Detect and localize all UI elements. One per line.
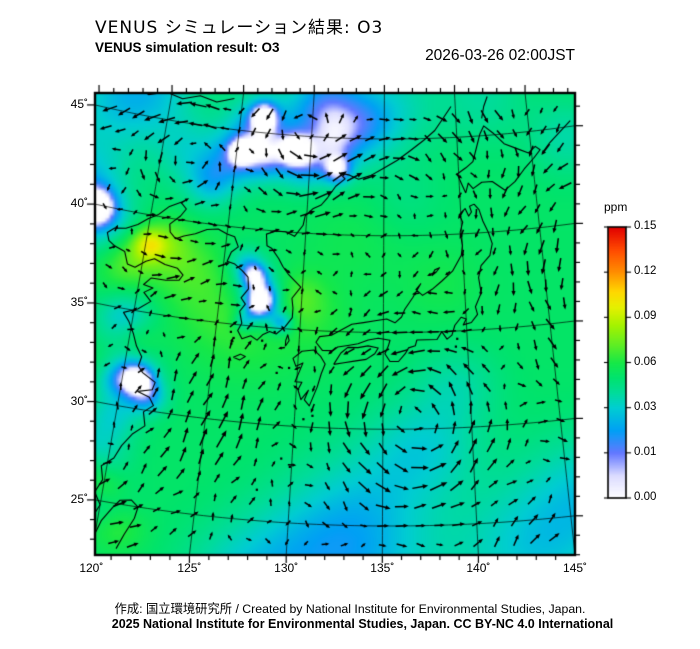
- colorbar-tick-label: 0.01: [634, 445, 657, 458]
- timestamp: 2026-03-26 02:00JST: [425, 47, 575, 64]
- colorbar-tick-label: 0.09: [634, 310, 657, 323]
- colorbar-unit-label: ppm: [604, 200, 628, 214]
- x-axis-tick-label: 130˚: [274, 561, 299, 575]
- x-axis-tick-label: 145˚: [563, 561, 588, 575]
- colorbar-tick-label: 0.12: [634, 265, 657, 278]
- x-axis-tick-label: 120˚: [79, 561, 104, 575]
- x-axis-tick-label: 140˚: [466, 561, 491, 575]
- x-axis-tick-label: 125˚: [177, 561, 202, 575]
- colorbar: [600, 220, 646, 510]
- credit-line-2: 2025 National Institute for Environmenta…: [111, 617, 614, 631]
- x-axis-tick-label: 135˚: [370, 561, 395, 575]
- y-axis-tick-label: 25˚: [70, 491, 88, 506]
- map-canvas: [75, 73, 595, 575]
- y-axis-tick-label: 35˚: [70, 294, 88, 309]
- colorbar-tick-label: 0.03: [634, 400, 657, 413]
- colorbar-tick-label: 0.00: [634, 491, 657, 503]
- y-axis-tick-label: 30˚: [70, 393, 88, 408]
- colorbar-tick-label: 0.06: [634, 355, 657, 368]
- page-title-jp: VENUS シミュレーション結果: O3: [95, 18, 384, 38]
- page-title-en: VENUS simulation result: O3: [95, 40, 280, 55]
- colorbar-tick-label: 0.15: [634, 220, 657, 232]
- y-axis-tick-label: 40˚: [70, 196, 88, 211]
- y-axis-tick-label: 45˚: [70, 96, 88, 111]
- credit-line-1: 作成: 国立環境研究所 / Created by National Instit…: [114, 602, 586, 616]
